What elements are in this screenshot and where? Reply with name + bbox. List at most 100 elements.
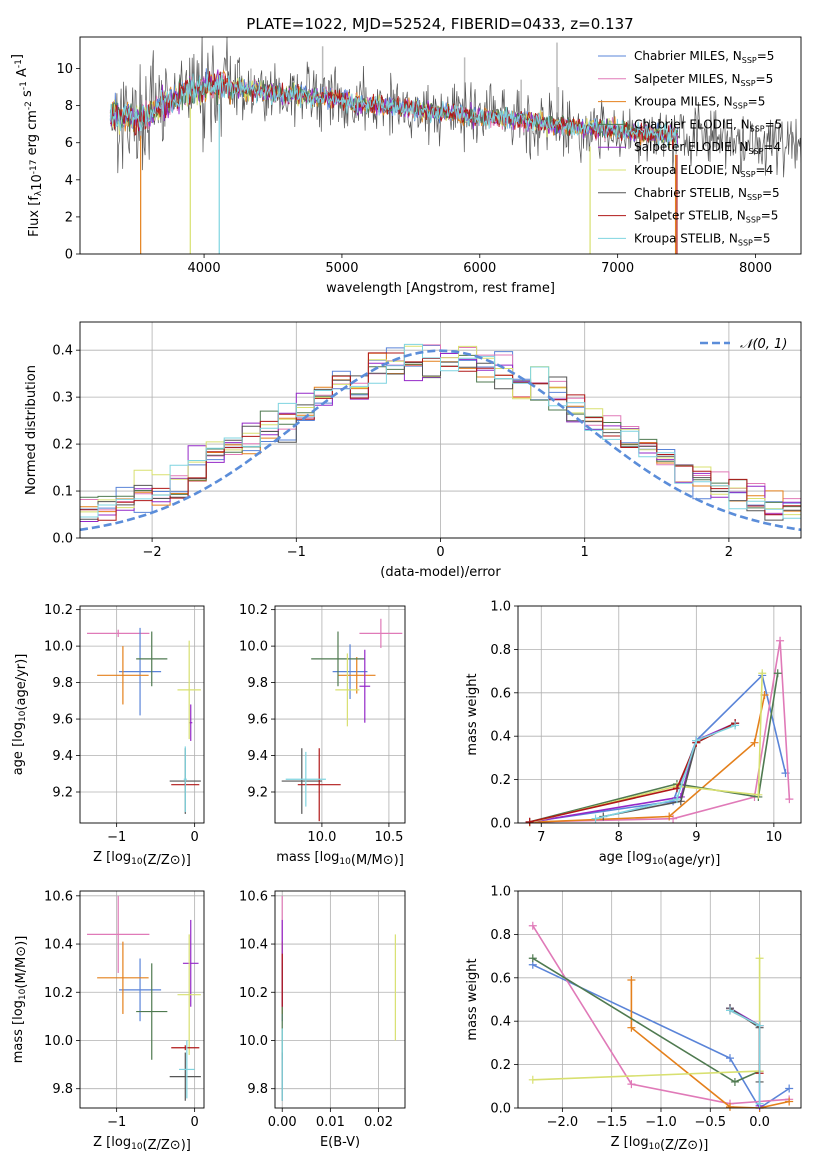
axes-frame [79, 605, 205, 824]
panel-age_vs_mass: 10.0 10.5 9.2 9.4 9.6 9.8 10.0 10.2 mass [log10(… [239, 603, 406, 868]
x-tick-label: −1 [287, 545, 306, 560]
weight-marker [726, 1102, 735, 1111]
weight-marker [758, 669, 767, 678]
residual-histogram [80, 345, 801, 526]
weight-marker [528, 1075, 537, 1084]
y-tick-label: 9.2 [52, 786, 73, 801]
weight-marker [525, 817, 534, 826]
axes-frame [517, 605, 802, 824]
legend-entry: Chabrier STELIB, NSSP=5 [634, 186, 780, 202]
legend-entry: Kroupa MILES, NSSP=5 [634, 95, 765, 111]
y-tick-label: 10.6 [239, 889, 268, 904]
x-tick-label: 5000 [325, 261, 358, 276]
panel-age_vs_Z: −1 0 9.2 9.4 9.6 9.8 10.0 10.2 Z [log10(Z/Z⊙)] ag… [11, 603, 205, 868]
y-tick-label: 0.3 [52, 391, 73, 406]
weight-marker [750, 738, 759, 747]
x-tick-label: 0.00 [268, 1115, 297, 1130]
weight-marker [627, 1023, 636, 1032]
residual-histogram [80, 352, 801, 521]
y-tick-label: 10 [56, 62, 73, 77]
spectrum-line [109, 73, 679, 148]
panel-weight_vs_Z: −2.0 −1.5 −1.0 −0.5 0.0 0.0 0.2 0.4 0.6 0.8 1.0 Z [… [465, 885, 802, 1153]
y-tick-label: 10.0 [44, 1034, 73, 1049]
x-tick-label: −2.0 [547, 1115, 579, 1130]
weight-line [529, 673, 763, 823]
y-tick-label: 9.6 [247, 713, 268, 728]
legend-entry: Salpeter ELODIE, NSSP=4 [634, 140, 781, 156]
weight-marker [773, 669, 782, 678]
x-axis-label: mass [log10(M/M⊙)] [276, 850, 404, 868]
weight-marker [726, 1054, 735, 1063]
y-tick-label: 10.4 [239, 938, 268, 953]
residual-histogram [80, 353, 801, 522]
y-axis-label: Normed distribution [24, 365, 39, 495]
legend-entry: Salpeter STELIB, NSSP=5 [634, 209, 778, 225]
y-axis-label: mass weight [465, 958, 480, 1040]
y-tick-label: 0.0 [52, 532, 73, 547]
weight-line [532, 957, 760, 1083]
weight-marker [665, 812, 674, 821]
x-tick-label: −2 [143, 545, 162, 560]
weight-marker [591, 814, 600, 823]
x-tick-label: 0 [191, 830, 199, 845]
x-tick-label: 6000 [463, 261, 496, 276]
y-tick-label: 9.4 [247, 749, 268, 764]
panel-mass_vs_Z: −1 0 9.8 10.0 10.2 10.4 10.6 Z [log10(Z/Z⊙)] mas… [11, 889, 205, 1153]
axes-frame [274, 605, 406, 824]
x-axis-label: age [log10(age/yr)] [599, 850, 721, 868]
y-tick-label: 10.2 [239, 603, 268, 618]
y-tick-label: 0.2 [490, 773, 511, 788]
x-tick-label: 2 [725, 545, 733, 560]
y-tick-label: 0.1 [52, 485, 73, 500]
x-axis-label: E(B-V) [320, 1135, 360, 1150]
panel-spectrum: 4000 5000 6000 7000 8000 0 2 4 6 8 10 wavelength [A… [10, 36, 802, 296]
y-axis-label: Flux [fλ10-17 erg cm-2 s-1 A-1] [10, 54, 45, 237]
y-tick-label: 9.4 [52, 749, 73, 764]
weight-marker [755, 1021, 764, 1030]
y-tick-label: 0.8 [490, 643, 511, 658]
x-tick-label: −1 [107, 1115, 126, 1130]
axes-frame [274, 890, 406, 1109]
x-tick-label: 8000 [739, 261, 772, 276]
weight-marker [730, 1077, 739, 1086]
weight-marker [726, 1006, 735, 1015]
weight-marker [754, 790, 763, 799]
y-tick-label: 10.0 [44, 640, 73, 655]
y-tick-label: 1.0 [490, 600, 511, 615]
x-tick-label: 1 [581, 545, 589, 560]
y-tick-label: 10.2 [44, 986, 73, 1001]
weight-marker [785, 1084, 794, 1093]
panel-weight_vs_age: 7 8 9 10 0.0 0.2 0.4 0.6 0.8 1.0 age [log10(age/yr… [465, 600, 802, 868]
x-tick-label: 8 [615, 830, 623, 845]
weight-marker [672, 784, 681, 793]
y-tick-label: 9.6 [52, 713, 73, 728]
y-tick-label: 9.8 [52, 676, 73, 691]
x-axis-label: Z [log10(Z/Z⊙)] [611, 1135, 709, 1153]
weight-line [595, 724, 736, 820]
y-tick-label: 0.0 [490, 817, 511, 832]
residual-histogram [80, 352, 801, 523]
figure-title: PLATE=1022, MJD=52524, FIBERID=0433, z=0… [246, 15, 633, 33]
y-axis-label: mass weight [465, 673, 480, 755]
x-tick-label: 7 [537, 830, 545, 845]
panel-mass_vs_ebv: 0.00 0.01 0.02 9.8 10.0 10.2 10.4 10.6 E(B-V) [239, 889, 406, 1150]
y-tick-label: 10.2 [239, 986, 268, 1001]
residual-histogram [80, 345, 801, 516]
y-tick-label: 10.0 [239, 640, 268, 655]
legend-entry: Kroupa ELODIE, NSSP=4 [634, 163, 773, 179]
weight-marker [672, 795, 681, 804]
y-tick-label: 0.4 [490, 730, 511, 745]
y-tick-label: 0.2 [490, 1058, 511, 1073]
x-axis-label: (data-model)/error [380, 565, 501, 580]
weight-marker [755, 954, 764, 963]
y-tick-label: 0.4 [52, 344, 73, 359]
residual-histogram [80, 354, 801, 513]
axes-frame [79, 36, 802, 255]
y-tick-label: 10.6 [44, 889, 73, 904]
legend-entry: Chabrier MILES, NSSP=5 [634, 49, 774, 65]
weight-line [529, 722, 736, 823]
x-tick-label: 0 [436, 545, 444, 560]
weight-line [729, 1009, 761, 1074]
axes-frame [79, 890, 205, 1109]
